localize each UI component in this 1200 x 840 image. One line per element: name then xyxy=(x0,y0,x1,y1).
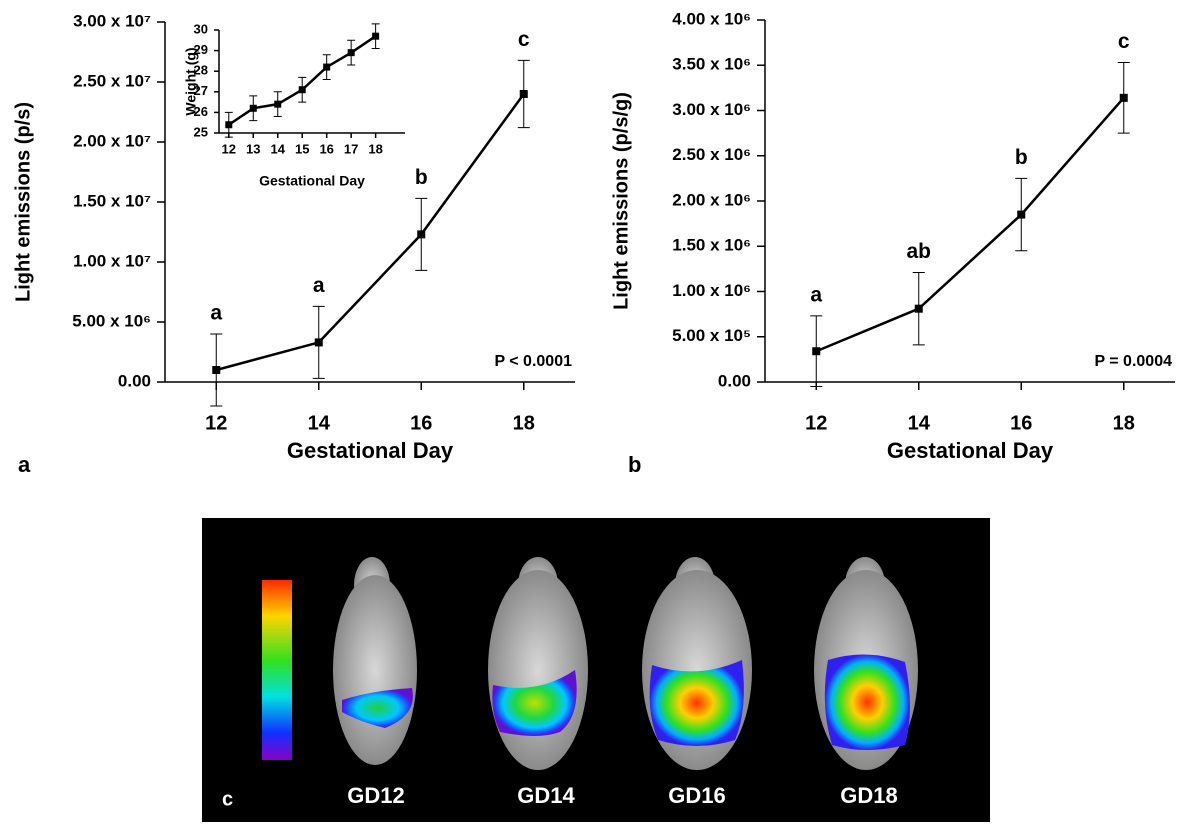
x-tick-label: 18 xyxy=(513,412,535,434)
x-tick-label: 16 xyxy=(319,141,333,156)
y-tick-label: 0.00 xyxy=(118,371,151,390)
data-line xyxy=(815,97,1125,353)
x-tick-label: 18 xyxy=(368,141,382,156)
x-tick-label: 14 xyxy=(308,412,331,434)
y-tick-label: 2.00 x 10⁷ xyxy=(73,131,151,150)
significance-letter: b xyxy=(1015,146,1028,169)
data-point xyxy=(274,100,282,108)
data-line xyxy=(215,93,525,372)
y-tick-label: 3.50 x 10⁶ xyxy=(672,55,751,74)
image-panel: c GD12 GD14 GD16 GD18 xyxy=(202,518,990,822)
data-point xyxy=(212,366,221,374)
panel-label: a xyxy=(18,452,31,477)
data-point xyxy=(1017,210,1026,219)
y-tick-label: 1.50 x 10⁶ xyxy=(672,236,751,255)
y-tick-label: 30 xyxy=(194,21,208,36)
data-point xyxy=(417,230,426,239)
image-caption: GD16 xyxy=(668,783,725,808)
data-point xyxy=(372,32,380,40)
significance-letter: a xyxy=(810,283,822,306)
data-point xyxy=(519,90,528,98)
x-axis-label: Gestational Day xyxy=(287,438,454,463)
data-point xyxy=(347,49,355,57)
y-tick-label: 1.00 x 10⁶ xyxy=(672,281,751,300)
significance-letter: a xyxy=(313,274,325,297)
y-axis-label: Weight (g) xyxy=(183,47,199,115)
mouse xyxy=(814,557,918,770)
y-tick-label: 2.50 x 10⁷ xyxy=(73,71,151,90)
image-caption: GD14 xyxy=(517,783,575,808)
significance-letter: c xyxy=(518,28,530,51)
x-tick-label: 12 xyxy=(222,141,236,156)
y-tick-label: 5.00 x 10⁶ xyxy=(72,311,151,330)
y-tick-label: 29 xyxy=(194,42,208,57)
mouse xyxy=(642,557,752,770)
x-axis-label: Gestational Day xyxy=(887,438,1054,463)
y-tick-label: 2.50 x 10⁶ xyxy=(672,145,751,164)
y-tick-label: 5.00 x 10⁵ xyxy=(672,326,751,345)
image-caption: GD18 xyxy=(840,783,897,808)
data-point xyxy=(323,63,331,71)
y-tick-label: 26 xyxy=(194,104,208,119)
y-tick-label: 3.00 x 10⁶ xyxy=(672,100,751,119)
significance-letter: a xyxy=(210,302,222,325)
x-tick-label: 12 xyxy=(205,412,227,434)
x-tick-label: 16 xyxy=(410,412,432,434)
p-value: P = 0.0004 xyxy=(1094,353,1172,370)
significance-letter: b xyxy=(415,166,428,189)
data-point xyxy=(249,104,257,112)
x-tick-label: 13 xyxy=(246,141,260,156)
p-value: P < 0.0001 xyxy=(494,353,572,370)
y-tick-label: 3.00 x 10⁷ xyxy=(73,11,151,30)
mouse xyxy=(488,557,588,770)
significance-letter: c xyxy=(1118,30,1130,53)
y-tick-label: 25 xyxy=(194,124,208,139)
data-point xyxy=(812,347,821,356)
x-tick-label: 14 xyxy=(908,412,931,434)
significance-letter: ab xyxy=(906,240,931,263)
data-point xyxy=(314,338,323,347)
x-tick-label: 18 xyxy=(1113,412,1135,434)
y-tick-label: 4.00 x 10⁶ xyxy=(672,9,751,28)
y-axis-label: Light emissions (p/s/g) xyxy=(610,92,632,310)
data-point xyxy=(1119,93,1128,102)
data-point xyxy=(914,304,923,313)
y-tick-label: 27 xyxy=(194,83,208,98)
y-axis-label: Light emissions (p/s) xyxy=(12,102,34,302)
panel-label: c xyxy=(222,788,233,810)
panel-label: b xyxy=(628,452,641,477)
data-point xyxy=(225,121,233,129)
x-tick-label: 16 xyxy=(1010,412,1032,434)
x-tick-label: 15 xyxy=(295,141,309,156)
image-caption: GD12 xyxy=(347,783,404,808)
x-tick-label: 12 xyxy=(805,412,827,434)
mouse xyxy=(333,557,417,765)
color-scale xyxy=(262,580,292,760)
x-axis-label: Gestational Day xyxy=(259,173,365,189)
y-tick-label: 1.50 x 10⁷ xyxy=(73,191,151,210)
y-tick-label: 2.00 x 10⁶ xyxy=(672,190,751,209)
data-point xyxy=(298,86,306,94)
y-tick-label: 28 xyxy=(194,63,208,78)
x-tick-label: 14 xyxy=(271,141,286,156)
y-tick-label: 1.00 x 10⁷ xyxy=(73,251,151,270)
y-tick-label: 0.00 xyxy=(718,371,751,390)
x-tick-label: 17 xyxy=(344,141,358,156)
